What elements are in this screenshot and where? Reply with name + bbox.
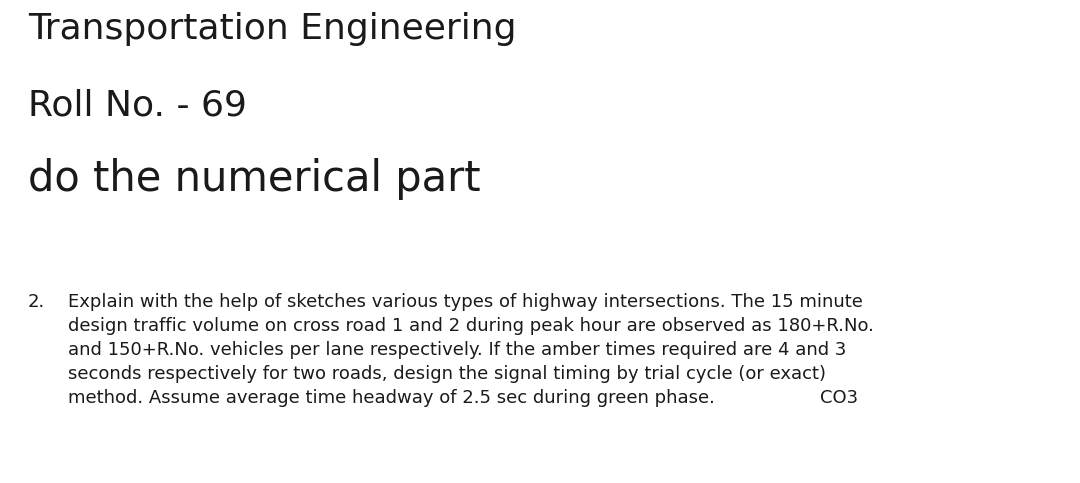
- Text: design traffic volume on cross road 1 and 2 during peak hour are observed as 180: design traffic volume on cross road 1 an…: [68, 317, 874, 335]
- Text: CO3: CO3: [820, 389, 859, 407]
- Text: and 150+R.No. vehicles per lane respectively. If the amber times required are 4 : and 150+R.No. vehicles per lane respecti…: [68, 341, 847, 359]
- Text: seconds respectively for two roads, design the signal timing by trial cycle (or : seconds respectively for two roads, desi…: [68, 365, 826, 383]
- Text: 2.: 2.: [28, 293, 45, 311]
- Text: do the numerical part: do the numerical part: [28, 158, 481, 200]
- Text: Roll No. - 69: Roll No. - 69: [28, 88, 247, 122]
- Text: Transportation Engineering: Transportation Engineering: [28, 12, 516, 46]
- Text: Explain with the help of sketches various types of highway intersections. The 15: Explain with the help of sketches variou…: [68, 293, 863, 311]
- Text: method. Assume average time headway of 2.5 sec during green phase.: method. Assume average time headway of 2…: [68, 389, 715, 407]
